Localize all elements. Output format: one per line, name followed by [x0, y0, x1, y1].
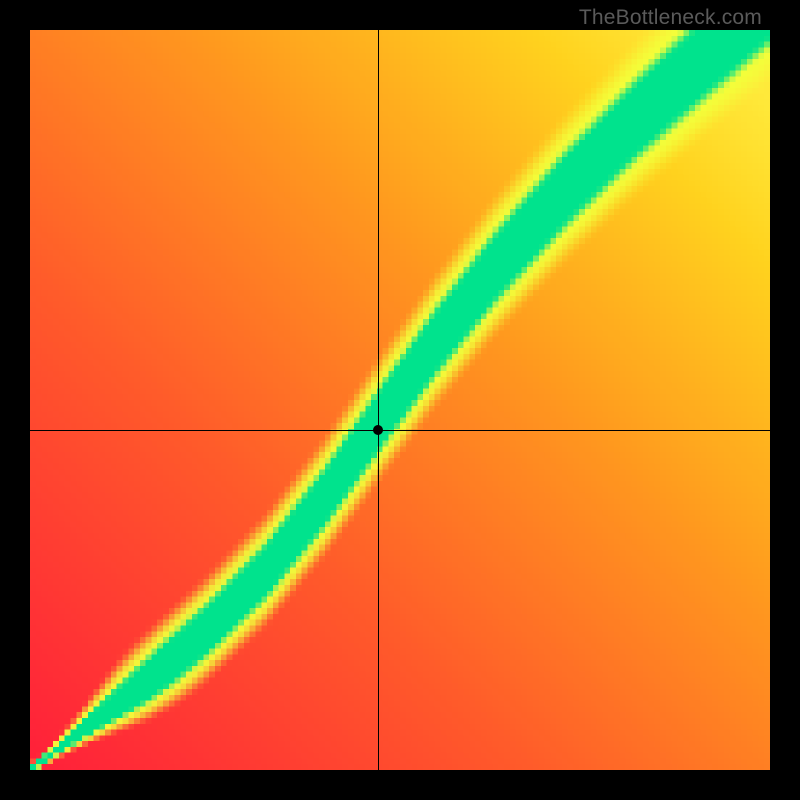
- heatmap-canvas: [30, 30, 770, 770]
- watermark-text: TheBottleneck.com: [579, 6, 762, 30]
- plot-area: [30, 30, 770, 770]
